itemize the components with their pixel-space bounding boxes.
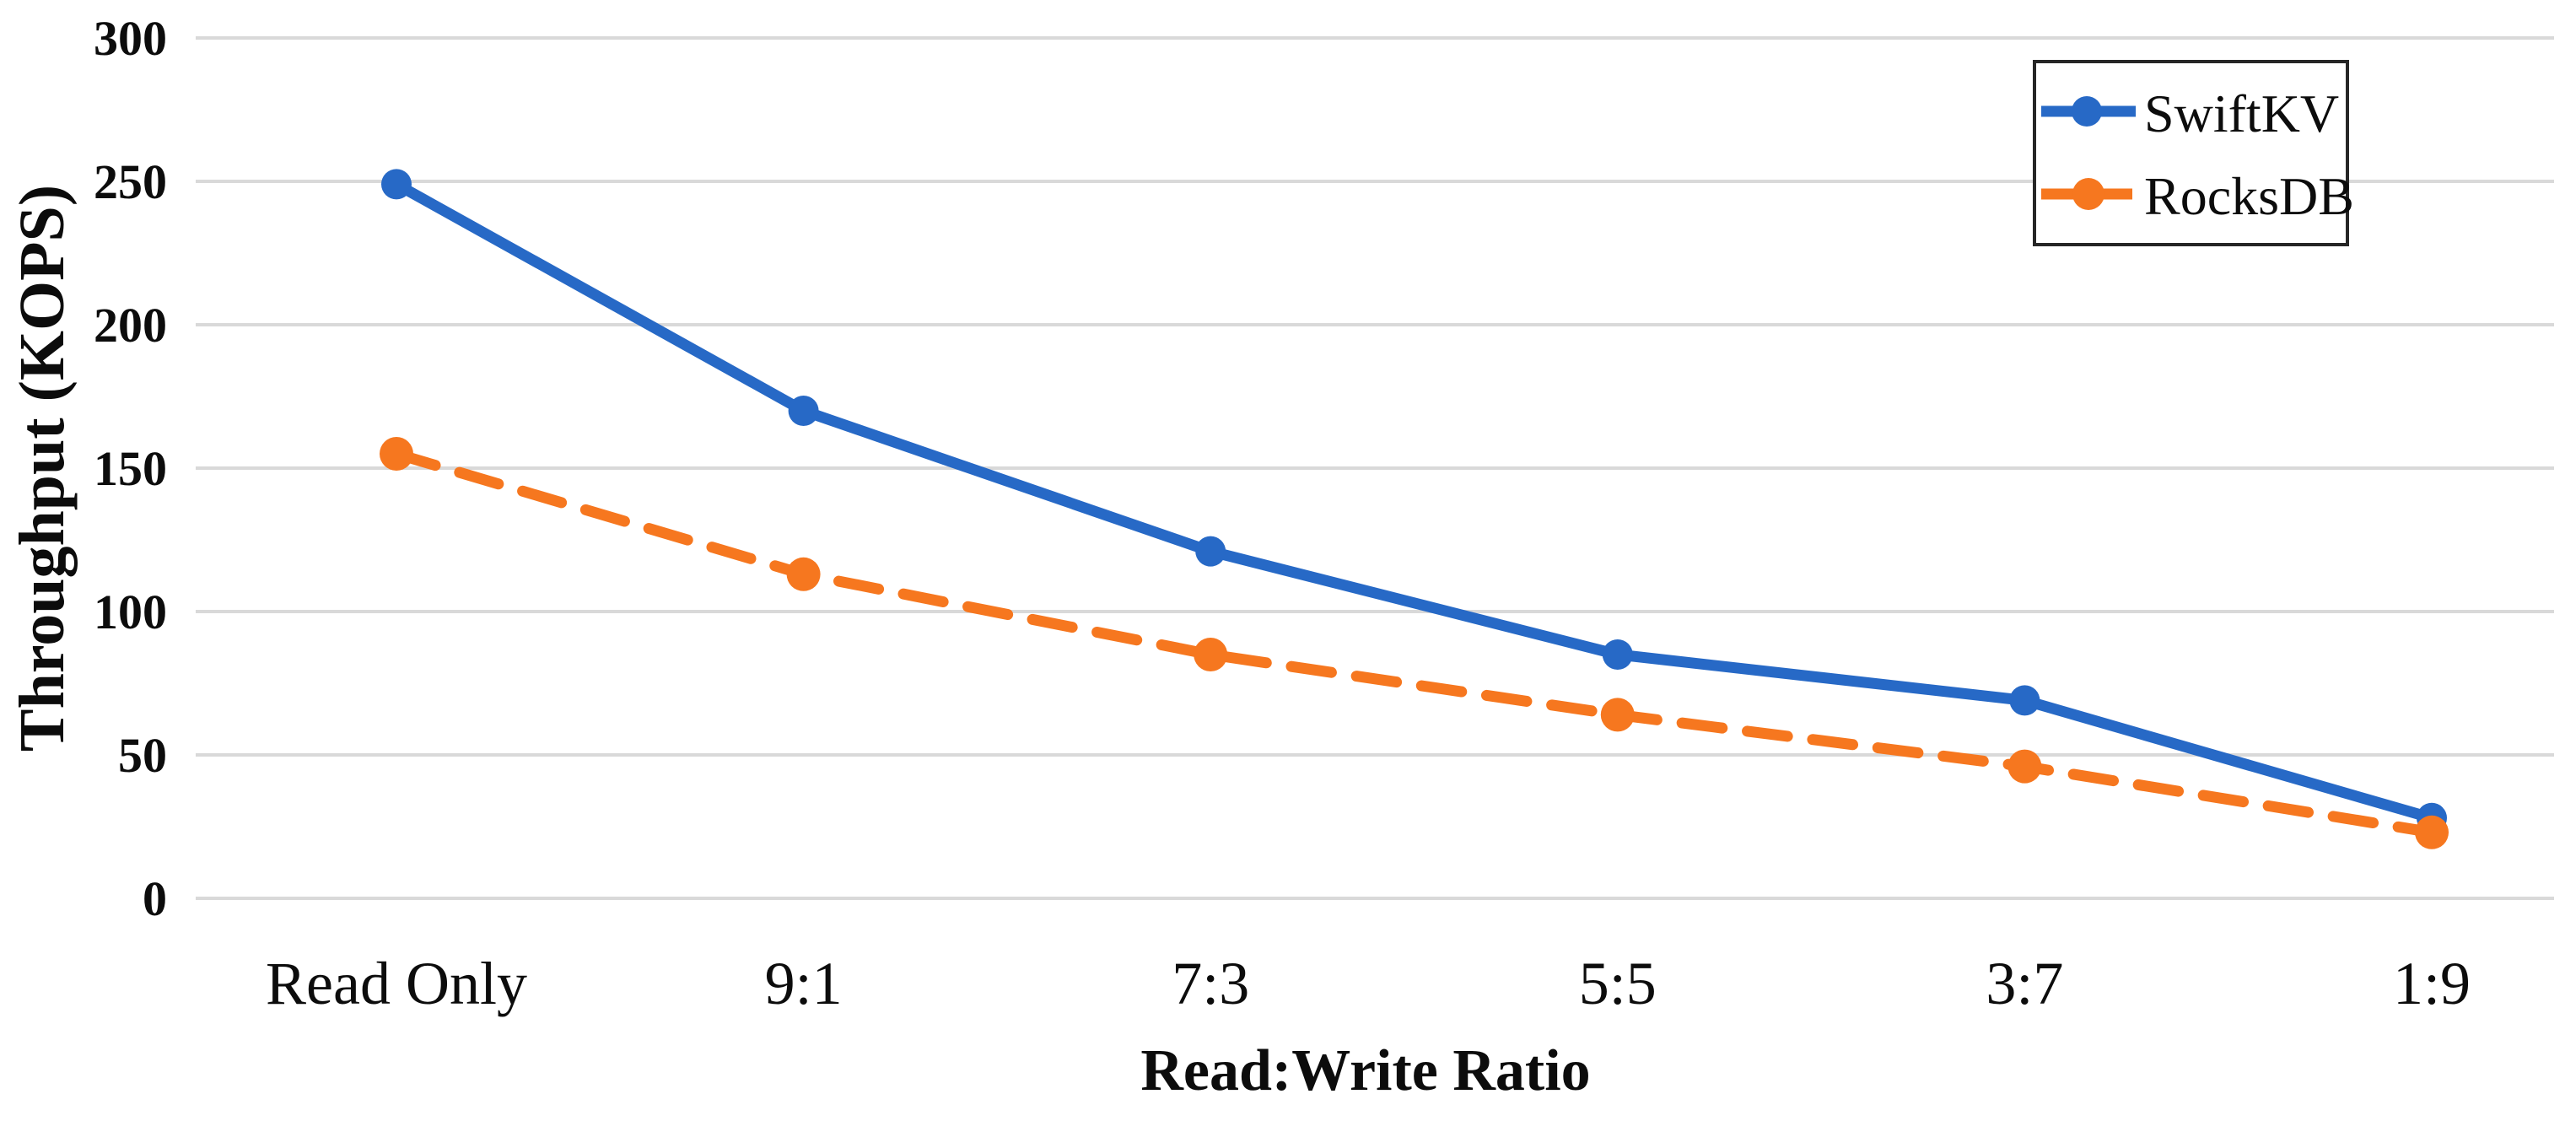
legend: SwiftKV RocksDB: [2033, 60, 2354, 246]
series-group: [380, 169, 2449, 849]
y-axis-tick-label: 300: [94, 11, 167, 66]
y-axis-tick-label: 250: [94, 154, 167, 209]
data-point-rocksdb-5-5: [1600, 698, 1635, 732]
legend-marker-circle: [2072, 96, 2102, 127]
data-point-swiftkv-read-only: [381, 169, 412, 200]
data-point-swiftkv-5-5: [1602, 639, 1633, 670]
legend-marker-circle: [2072, 178, 2104, 210]
data-point-rocksdb-9-1: [786, 557, 821, 591]
y-axis-tick-label: 150: [94, 441, 167, 496]
x-axis-title: Read:Write Ratio: [1140, 1038, 1590, 1103]
legend-entry-swiftkv: SwiftKV: [2041, 84, 2339, 143]
data-point-swiftkv-3-7: [2009, 685, 2040, 716]
y-axis-tick-label: 100: [94, 585, 167, 639]
y-axis-tick-label: 0: [143, 871, 167, 926]
data-point-swiftkv-7-3: [1195, 536, 1226, 567]
data-point-rocksdb-read-only: [380, 437, 413, 471]
x-axis-category-label: 5:5: [1579, 950, 1657, 1017]
data-point-rocksdb-3-7: [2007, 749, 2042, 784]
x-axis-category-label: Read Only: [266, 950, 527, 1017]
legend-border-box: [2033, 60, 2349, 246]
x-axis-category-label: 9:1: [765, 950, 843, 1017]
legend-label-rocksdb: RocksDB: [2144, 166, 2354, 226]
data-point-rocksdb-7-3: [1194, 638, 1228, 671]
gridlines-group: [196, 36, 2554, 900]
data-point-swiftkv-9-1: [788, 396, 819, 426]
x-axis-category-label: 3:7: [1986, 950, 2063, 1017]
series-line-rocksdb: [391, 448, 2438, 838]
x-axis-category-label: 1:9: [2393, 950, 2471, 1017]
legend-label-swiftkv: SwiftKV: [2144, 84, 2339, 143]
data-point-rocksdb-1-9: [2415, 815, 2449, 849]
y-axis-title: Throughput (KOPS): [7, 185, 78, 752]
x-axis-category-labels: Read Only 9:1 7:3 5:5 3:7 1:9: [266, 950, 2471, 1017]
legend-entry-rocksdb: RocksDB: [2041, 166, 2354, 226]
x-axis-category-label: 7:3: [1172, 950, 1249, 1017]
y-axis-tick-label: 50: [118, 728, 167, 783]
y-axis-tick-label: 200: [94, 298, 167, 353]
series-line-swiftkv: [391, 178, 2438, 824]
y-axis-tick-labels: 0 50 100 150 200 250 300: [94, 11, 167, 926]
